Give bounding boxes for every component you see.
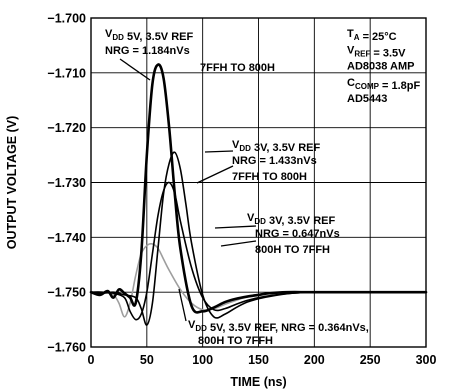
annotation-1-line-2: NRG = 1.184nVs xyxy=(105,45,190,57)
x-axis-title: TIME (ns) xyxy=(230,375,286,389)
x-tick-label: 300 xyxy=(416,353,437,367)
annotation-2-line-1: VDD 3V, 3.5V REF xyxy=(232,139,320,154)
y-tick-label: −1.760 xyxy=(47,341,86,355)
x-tick-label: 0 xyxy=(88,353,95,367)
y-tick-label: −1.700 xyxy=(47,12,86,26)
series-group xyxy=(89,63,428,326)
pointer-line-2 xyxy=(204,150,234,153)
y-tick-label: −1.730 xyxy=(47,176,86,190)
x-tick-label: 200 xyxy=(304,353,325,367)
pointer-line-6 xyxy=(178,288,187,322)
pointer-line-5 xyxy=(220,240,257,247)
annotation-1-line-3: 7FFH TO 800H xyxy=(200,62,275,74)
annotation-4-line-2: 800H TO 7FFH xyxy=(198,335,273,347)
annotation-3-line-2: NRG = 0.647nVs xyxy=(255,228,340,240)
condition-vref: VREF = 3.5V xyxy=(347,44,406,59)
y-tick-label: −1.720 xyxy=(47,121,86,135)
condition-amp: AD8038 AMP xyxy=(347,61,414,73)
annotation-pointers xyxy=(119,58,257,322)
x-tick-label: 50 xyxy=(140,353,154,367)
x-tick-label: 250 xyxy=(360,353,381,367)
condition-temperature: TA = 25°C xyxy=(347,28,397,43)
y-axis-title: OUTPUT VOLTAGE (V) xyxy=(5,116,19,250)
y-tick-label: −1.710 xyxy=(47,66,86,80)
annotation-3-line-1: VDD 3V, 3.5V REF xyxy=(247,212,335,227)
annotation-4-line-1: VDD 5V, 3.5V REF, NRG = 0.364nVs, xyxy=(188,319,369,334)
x-tick-label: 150 xyxy=(248,353,269,367)
annotation-2-line-2: NRG = 1.433nVs xyxy=(232,155,317,167)
tick-labels: 0 50 100 150 200 250 300 −1.700 −1.710 −1.720 −1.7… xyxy=(47,12,436,368)
annotation-2-line-3: 7FFH TO 800H xyxy=(232,171,307,183)
series-line-1 xyxy=(89,63,428,314)
condition-part: AD5443 xyxy=(347,93,387,105)
pointer-line-3 xyxy=(196,165,234,184)
condition-ccomp: CCOMP = 1.8pF xyxy=(347,77,421,92)
y-tick-label: −1.750 xyxy=(47,286,86,300)
annotation-3-line-3: 800H TO 7FFH xyxy=(255,244,330,256)
pointer-line-1 xyxy=(119,58,151,81)
plot-frame xyxy=(90,17,427,348)
annotations: VDD 5V, 3.5V REF NRG = 1.184nVs 7FFH TO 80… xyxy=(105,28,369,347)
pointer-line-4 xyxy=(214,225,257,229)
annotation-1-line-1: VDD 5V, 3.5V REF xyxy=(105,28,193,43)
x-tick-label: 100 xyxy=(192,353,213,367)
y-tick-label: −1.740 xyxy=(47,231,86,245)
